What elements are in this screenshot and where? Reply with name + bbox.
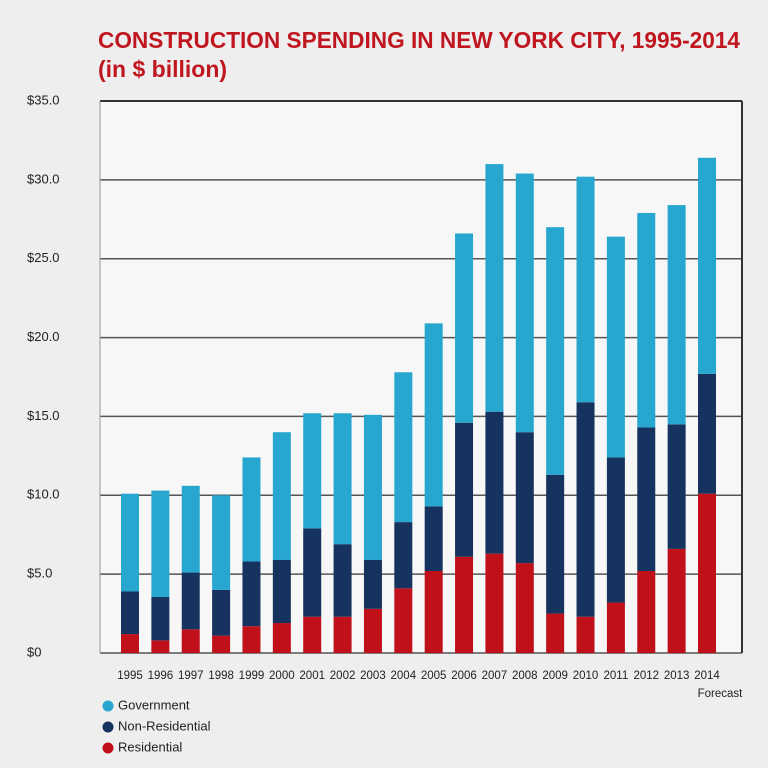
legend-label: Government <box>118 697 190 712</box>
x-tick-label: 2010 <box>573 670 599 682</box>
bar-segment <box>515 173 534 433</box>
bar-segment <box>333 413 352 545</box>
bar-segment <box>303 616 322 653</box>
bar-segment <box>455 556 474 653</box>
bar-segment <box>121 591 139 635</box>
bar-segment <box>667 424 686 549</box>
bar-segment <box>637 212 656 428</box>
x-tick-label: 1999 <box>239 670 265 682</box>
bar-segment <box>515 432 534 564</box>
bar-segment <box>455 233 474 423</box>
bar-segment <box>242 561 261 627</box>
bar-segment <box>272 623 291 653</box>
bar-segment <box>424 323 443 507</box>
x-tick-label: 2003 <box>360 670 386 682</box>
bar-segment <box>212 495 231 590</box>
bar-segment <box>667 205 686 425</box>
x-tick-label: 2012 <box>633 670 659 682</box>
bar-segment <box>394 588 413 653</box>
x-tick-label: 2007 <box>482 670 508 682</box>
bar-segment <box>212 589 231 636</box>
bar-segment <box>546 474 565 614</box>
x-tick-label: 2001 <box>299 670 325 682</box>
legend-marker <box>102 721 114 733</box>
x-tick-label: 2004 <box>391 670 417 682</box>
x-tick-label: 2009 <box>542 670 568 682</box>
x-tick-label: 2011 <box>604 670 629 682</box>
bar-segment <box>637 427 656 571</box>
bar-segment <box>485 411 504 554</box>
bar-segment <box>363 559 382 609</box>
bar-segment <box>181 485 200 573</box>
bar-segment <box>546 613 565 653</box>
bar-segment <box>212 635 231 653</box>
legend-marker <box>102 742 114 754</box>
bar-segment <box>333 616 352 653</box>
bar-segment <box>698 373 716 494</box>
y-tick-label: $25.0 <box>27 250 60 265</box>
x-tick-label: 2014 <box>694 670 720 682</box>
bar-segment <box>485 164 504 412</box>
x-tick-label: 1996 <box>148 670 174 682</box>
x-tick-label: 1998 <box>208 670 234 682</box>
x-tick-label: 2006 <box>451 670 477 682</box>
bar-segment <box>272 559 291 624</box>
y-tick-label: $20.0 <box>27 329 60 344</box>
bar-segment <box>151 640 170 653</box>
bar-segment <box>485 553 504 653</box>
y-tick-label: $10.0 <box>27 487 60 502</box>
bar-segment <box>576 176 595 403</box>
bar-segment <box>181 572 200 630</box>
bar-segment <box>242 457 261 562</box>
bar-segment <box>303 528 322 617</box>
bar-segment <box>515 563 534 653</box>
bar-segment <box>363 414 382 560</box>
bar-segment <box>363 608 382 653</box>
x-tick-label: 2008 <box>512 670 538 682</box>
x-tick-label: 1995 <box>117 670 143 682</box>
bar-segment <box>151 597 170 641</box>
bar-segment <box>333 544 352 617</box>
chart-subtitle: (in $ billion) <box>98 56 227 82</box>
bar-segment <box>242 626 261 653</box>
bar-segment <box>121 493 139 592</box>
bar-segment <box>424 506 443 571</box>
y-tick-label: $15.0 <box>27 408 60 423</box>
bar-segment <box>576 616 595 653</box>
bar-segment <box>606 602 625 653</box>
bar-segment <box>303 413 322 529</box>
y-tick-label: $0 <box>27 644 41 659</box>
bar-segment <box>546 227 565 475</box>
legend-label: Residential <box>118 739 182 754</box>
bar-segment <box>576 402 595 617</box>
plot-area <box>100 101 742 653</box>
bar-segment <box>637 570 656 653</box>
bar-segment <box>606 457 625 603</box>
x-tick-label: 1997 <box>178 670 204 682</box>
bar-segment <box>394 522 413 589</box>
annotation: Forecast <box>698 688 744 700</box>
y-tick-label: $5.0 <box>27 566 52 581</box>
bar-segment <box>698 157 716 374</box>
bar-segment <box>121 634 139 653</box>
bar-segment <box>394 372 413 523</box>
y-tick-label: $35.0 <box>27 92 60 107</box>
x-tick-label: 2002 <box>330 670 356 682</box>
bar-segment <box>272 432 291 560</box>
y-tick-label: $30.0 <box>27 171 60 186</box>
x-tick-label: 2000 <box>269 670 295 682</box>
bar-segment <box>151 490 170 598</box>
legend-marker <box>102 700 114 712</box>
x-tick-label: 2005 <box>421 670 447 682</box>
x-tick-label: 2013 <box>664 670 690 682</box>
bar-segment <box>424 570 443 653</box>
bar-segment <box>606 236 625 458</box>
bar-segment <box>698 493 716 653</box>
legend-label: Non-Residential <box>118 718 211 733</box>
bar-segment <box>455 422 474 557</box>
bar-segment <box>667 548 686 653</box>
chart-title: CONSTRUCTION SPENDING IN NEW YORK CITY, … <box>98 27 740 53</box>
bar-segment <box>181 629 200 653</box>
